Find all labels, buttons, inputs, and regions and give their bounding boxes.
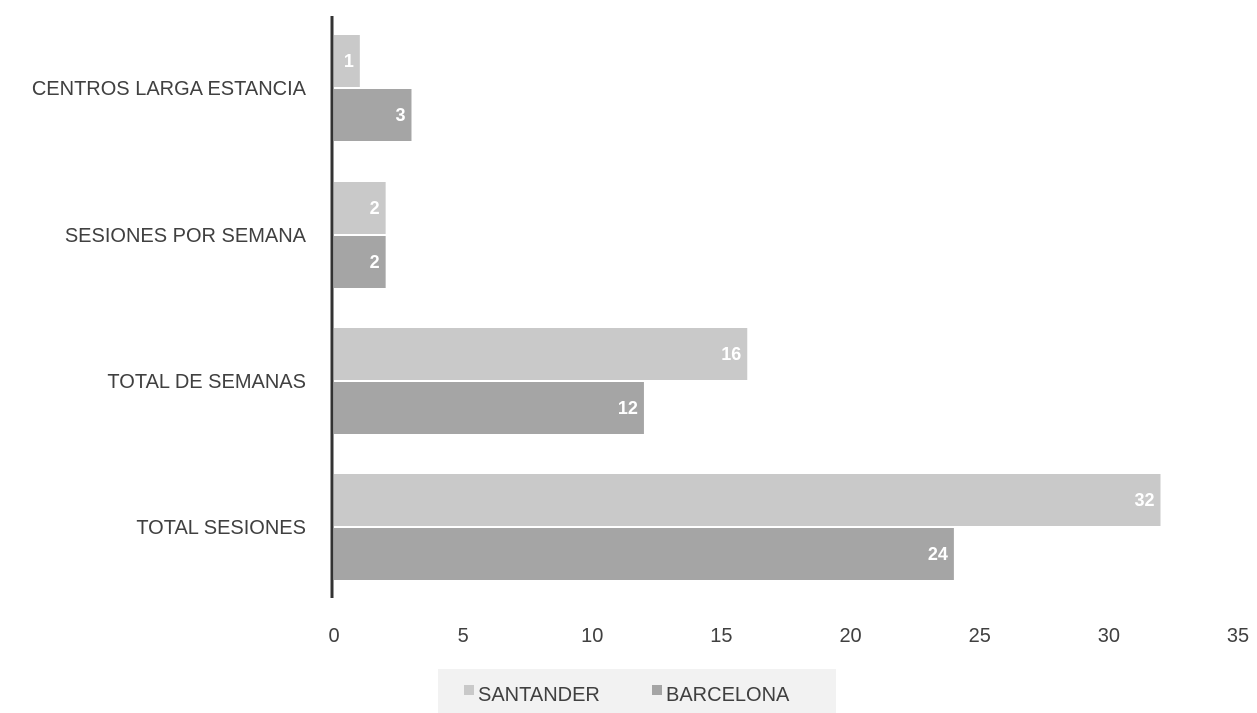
x-tick-label: 25 xyxy=(969,625,991,647)
x-axis-ticks: 0 5 10 15 20 25 30 35 xyxy=(328,625,1249,647)
bars-group xyxy=(334,35,1161,580)
bar-barcelona xyxy=(334,89,412,141)
data-label: 2 xyxy=(370,198,380,218)
x-tick-label: 30 xyxy=(1098,625,1120,647)
legend-background xyxy=(438,669,836,713)
legend: SANTANDER BARCELONA xyxy=(438,669,836,713)
data-label: 16 xyxy=(721,344,741,364)
category-label: TOTAL DE SEMANAS xyxy=(107,371,306,393)
bar-barcelona xyxy=(334,236,386,288)
data-label: 1 xyxy=(344,51,354,71)
category-label: TOTAL SESIONES xyxy=(136,517,306,539)
bar-barcelona xyxy=(334,528,954,580)
x-tick-label: 5 xyxy=(458,625,469,647)
data-label: 24 xyxy=(928,544,948,564)
bar-santander xyxy=(334,328,748,380)
x-tick-label: 0 xyxy=(328,625,339,647)
data-label: 32 xyxy=(1134,490,1154,510)
bar-santander xyxy=(334,474,1161,526)
x-tick-label: 10 xyxy=(581,625,603,647)
bar-barcelona xyxy=(334,382,644,434)
legend-label-barcelona: BARCELONA xyxy=(666,684,790,706)
data-label: 2 xyxy=(370,252,380,272)
bar-santander xyxy=(334,182,386,234)
x-tick-label: 35 xyxy=(1227,625,1249,647)
x-tick-label: 20 xyxy=(839,625,861,647)
legend-swatch-barcelona xyxy=(652,685,662,695)
legend-label-santander: SANTANDER xyxy=(478,684,600,706)
category-labels: CENTROS LARGA ESTANCIA SESIONES POR SEMAN… xyxy=(32,78,307,539)
data-label: 3 xyxy=(395,105,405,125)
bar-santander xyxy=(334,35,360,87)
category-label: CENTROS LARGA ESTANCIA xyxy=(32,78,307,100)
legend-swatch-santander xyxy=(464,685,474,695)
x-tick-label: 15 xyxy=(710,625,732,647)
data-label: 12 xyxy=(618,398,638,418)
category-label: SESIONES POR SEMANA xyxy=(65,225,307,247)
